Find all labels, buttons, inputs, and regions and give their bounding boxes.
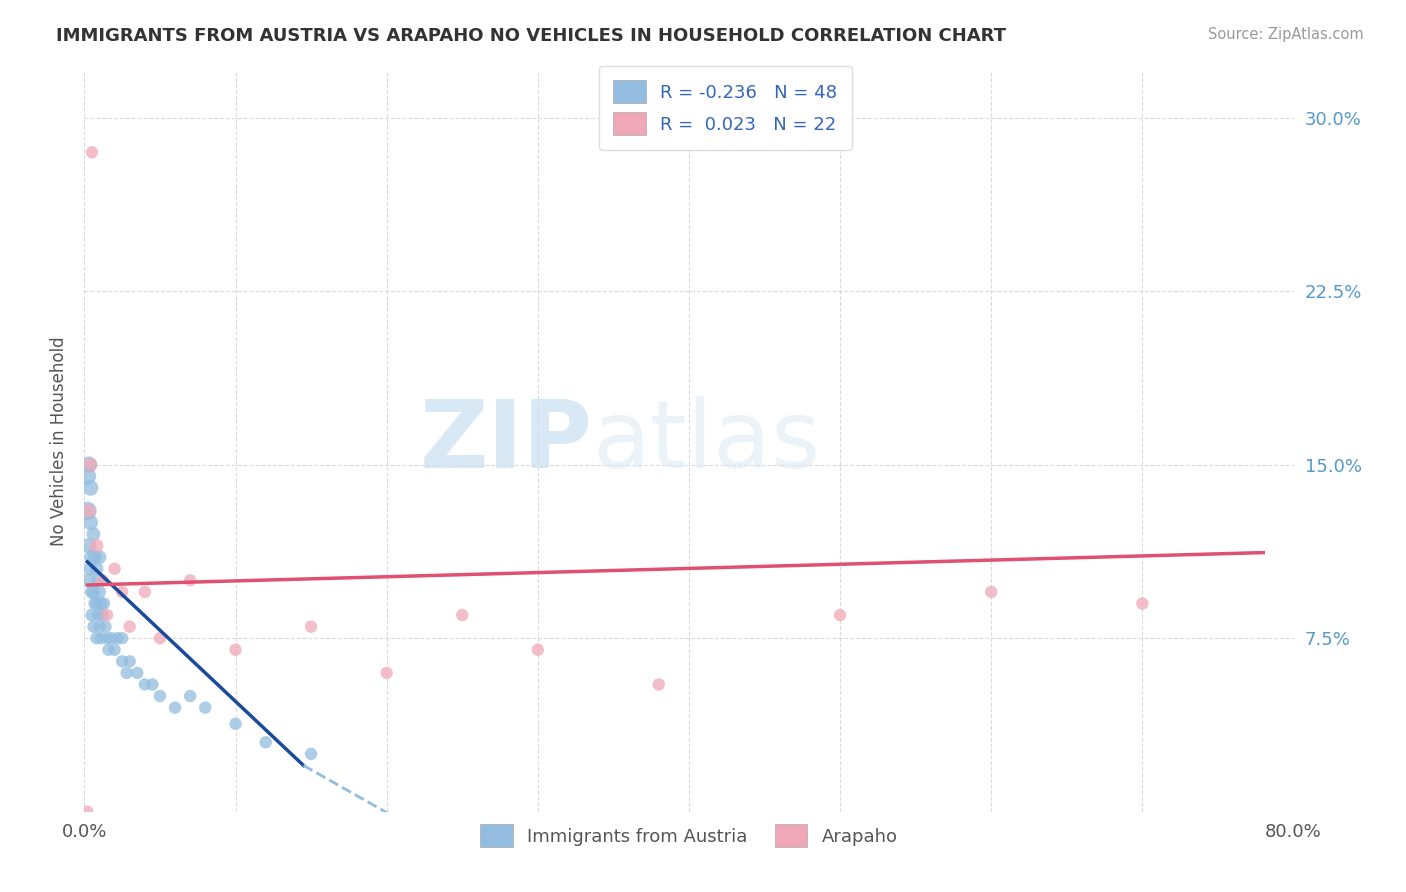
Point (254, 735, 277, 749)
Point (648, 677, 671, 691)
Point (84, 597, 107, 611)
Point (134, 677, 156, 691)
Text: atlas: atlas (592, 395, 821, 488)
Point (194, 700, 217, 714)
Point (82, 527, 104, 541)
Point (79, 481, 101, 495)
Point (86, 562, 108, 576)
Point (80, 145, 103, 160)
Point (76, 469, 98, 483)
Point (107, 631, 129, 645)
Point (980, 585, 1002, 599)
Point (87, 608, 110, 623)
Point (89, 585, 111, 599)
Point (86, 631, 108, 645)
Point (1130, 597, 1153, 611)
Point (93, 597, 115, 611)
Point (89, 550, 111, 565)
Point (79, 516, 101, 530)
Point (127, 665, 149, 680)
Point (80, 585, 103, 599)
Point (94, 619, 117, 633)
Legend: Immigrants from Austria, Arapaho: Immigrants from Austria, Arapaho (472, 817, 905, 855)
Point (77, 574, 100, 588)
Point (91, 608, 114, 623)
Text: ZIP: ZIP (419, 395, 592, 488)
Point (86, 597, 108, 611)
Point (165, 700, 187, 714)
Point (225, 716, 247, 731)
Text: Source: ZipAtlas.com: Source: ZipAtlas.com (1208, 27, 1364, 42)
Point (77, 458, 100, 472)
Point (179, 574, 201, 588)
Point (299, 747, 322, 761)
Point (141, 677, 163, 691)
Point (77, 504, 100, 518)
Point (96, 608, 118, 623)
Point (79, 458, 101, 472)
Point (115, 665, 138, 680)
Point (77, 539, 100, 553)
Point (97, 642, 120, 657)
Y-axis label: No Vehicles in Household: No Vehicles in Household (51, 336, 69, 547)
Point (76, 805, 98, 819)
Point (90, 597, 112, 611)
Point (149, 689, 172, 703)
Point (82, 619, 104, 633)
Point (225, 642, 247, 657)
Point (76, 504, 98, 518)
Point (104, 642, 127, 657)
Point (104, 562, 127, 576)
Point (89, 619, 111, 633)
Point (84, 550, 107, 565)
Point (134, 585, 156, 599)
Point (87, 574, 110, 588)
Point (299, 619, 322, 633)
Point (90, 631, 112, 645)
Point (80, 608, 103, 623)
Point (80, 550, 103, 565)
Point (118, 619, 141, 633)
Point (111, 631, 134, 645)
Point (451, 608, 474, 623)
Point (527, 642, 550, 657)
Point (111, 654, 134, 668)
Point (179, 689, 201, 703)
Point (79, 562, 101, 576)
Text: IMMIGRANTS FROM AUSTRIA VS ARAPAHO NO VEHICLES IN HOUSEHOLD CORRELATION CHART: IMMIGRANTS FROM AUSTRIA VS ARAPAHO NO VE… (56, 27, 1007, 45)
Point (830, 608, 852, 623)
Point (100, 631, 122, 645)
Point (118, 654, 141, 668)
Point (86, 539, 108, 553)
Point (375, 665, 398, 680)
Point (149, 631, 172, 645)
Point (91, 574, 114, 588)
Point (82, 585, 104, 599)
Point (111, 585, 134, 599)
Point (96, 631, 118, 645)
